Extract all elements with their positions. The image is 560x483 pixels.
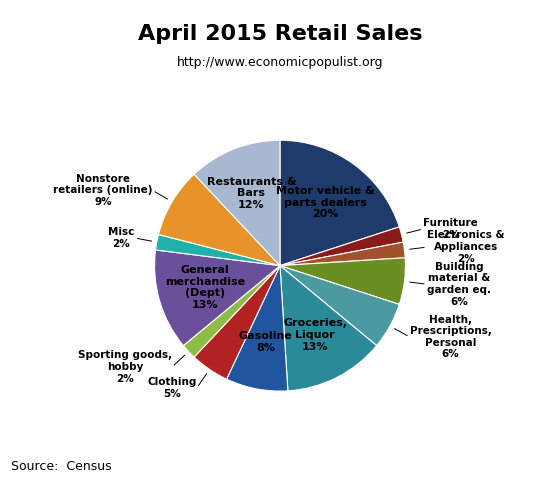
Wedge shape <box>155 250 280 346</box>
Text: Misc
2%: Misc 2% <box>108 227 134 249</box>
Wedge shape <box>280 242 405 266</box>
Wedge shape <box>156 234 280 266</box>
Text: Motor vehicle &
parts dealers
20%: Motor vehicle & parts dealers 20% <box>277 186 375 219</box>
Wedge shape <box>158 174 280 266</box>
Text: http://www.economicpopulist.org: http://www.economicpopulist.org <box>177 56 383 69</box>
Wedge shape <box>227 266 288 391</box>
Wedge shape <box>280 258 405 304</box>
Text: Groceries,
Liquor
13%: Groceries, Liquor 13% <box>283 318 347 352</box>
Text: Furniture
2%: Furniture 2% <box>423 218 478 240</box>
Text: Electronics &
Appliances
2%: Electronics & Appliances 2% <box>427 230 505 264</box>
Text: Nonstore
retailers (online)
9%: Nonstore retailers (online) 9% <box>53 174 152 207</box>
Wedge shape <box>194 140 280 266</box>
Wedge shape <box>280 266 377 391</box>
Text: April 2015 Retail Sales: April 2015 Retail Sales <box>138 24 422 44</box>
Text: Gasoline
8%: Gasoline 8% <box>239 331 292 353</box>
Text: Clothing
5%: Clothing 5% <box>147 377 197 399</box>
Wedge shape <box>194 266 280 379</box>
Text: Source:  Census: Source: Census <box>11 460 112 473</box>
Wedge shape <box>280 140 399 266</box>
Text: General
merchandise
(Dept)
13%: General merchandise (Dept) 13% <box>165 265 245 310</box>
Wedge shape <box>280 266 399 346</box>
Text: Sporting goods,
hobby
2%: Sporting goods, hobby 2% <box>78 350 172 384</box>
Text: Building
material &
garden eq.
6%: Building material & garden eq. 6% <box>427 262 491 307</box>
Wedge shape <box>183 266 280 357</box>
Text: Restaurants &
Bars
12%: Restaurants & Bars 12% <box>207 177 296 210</box>
Text: Health,
Prescriptions,
Personal
6%: Health, Prescriptions, Personal 6% <box>410 314 492 359</box>
Wedge shape <box>280 227 403 266</box>
